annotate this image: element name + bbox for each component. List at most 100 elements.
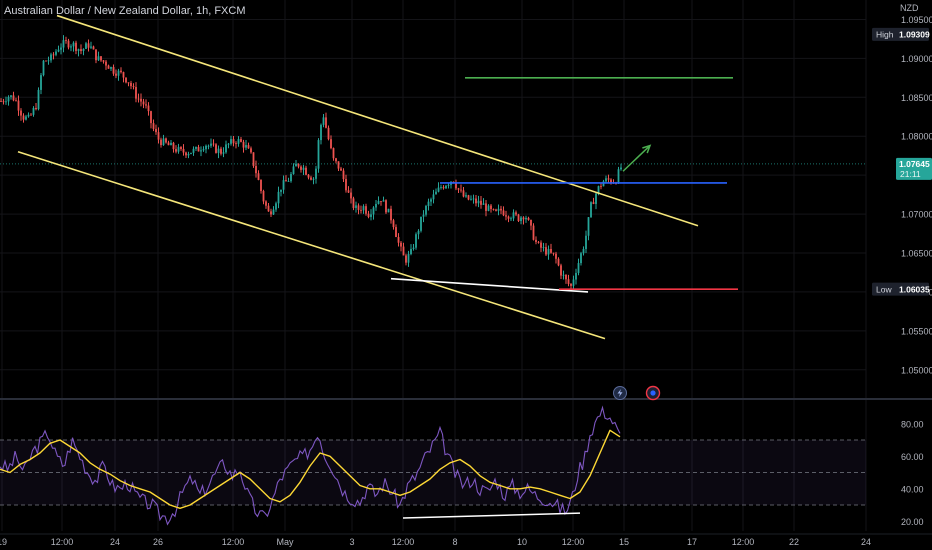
down-candle-body [337,161,340,169]
up-candle-body [477,200,480,204]
up-candle-body [70,46,72,48]
down-candle-body [212,143,215,145]
up-candle-body [190,152,192,154]
down-candle-body [232,139,235,144]
low-badge-value: 1.06035 [899,284,930,294]
up-candle-body [520,217,522,221]
down-candle-body [105,61,107,66]
price-drawings[interactable] [17,14,738,340]
indicator-badges[interactable] [613,385,661,401]
time-tick-label: 12:00 [392,537,415,547]
up-candle-body [97,56,100,61]
up-candle-body [572,279,575,286]
projection-arrow[interactable] [622,145,651,172]
down-candle-body [265,201,267,206]
down-candle-body [397,237,400,243]
down-candle-body [160,139,162,146]
down-candle-body [607,178,610,180]
up-candle-body [470,198,472,200]
down-candle-body [95,49,97,61]
up-candle-body [370,214,372,217]
down-candle-body [392,220,395,228]
down-candle-body [490,205,492,210]
price-tick-label: 1.08000 [901,132,932,142]
price-tick-label: 1.05500 [901,326,932,336]
down-candle-body [182,148,185,153]
upper-channel-line[interactable] [56,14,699,227]
down-candle-body [340,168,342,171]
down-candle-body [250,148,252,153]
price-candles [0,35,622,291]
down-candle-body [400,242,402,247]
rsi-line [0,405,621,526]
price-tick-label: 1.08500 [901,93,932,103]
up-candle-body [7,96,10,102]
up-candle-body [432,194,435,200]
price-tick-label: 1.09000 [901,54,932,64]
down-candle-body [132,86,135,88]
up-candle-body [412,247,415,249]
down-candle-body [545,247,547,255]
down-candle-body [305,167,307,175]
down-candle-body [125,77,127,83]
down-candle-body [92,46,95,50]
news-flag-icon[interactable] [645,385,661,401]
up-candle-body [542,247,545,248]
high-badge [872,27,929,41]
up-candle-body [85,43,87,49]
up-candle-body [47,60,50,62]
down-candle-body [495,209,497,211]
down-candle-body [15,100,17,102]
time-tick-label: 12:00 [51,537,74,547]
rsi-pane [0,405,866,526]
down-candle-body [385,200,387,213]
down-candle-body [565,274,567,280]
down-candle-body [270,211,272,215]
up-candle-body [525,217,527,220]
up-candle-body [372,207,375,215]
pane-separator [0,398,932,400]
up-candle-body [375,203,377,208]
support-trend-line[interactable] [390,277,589,293]
up-candle-body [472,198,475,200]
up-candle-body [90,46,92,48]
down-candle-body [535,239,537,242]
down-candle-body [150,111,152,124]
down-candle-body [220,148,222,154]
price-tick-label: 1.07000 [901,210,932,220]
up-candle-body [602,181,605,187]
down-candle-body [20,110,22,116]
lightning-icon[interactable] [613,386,627,400]
down-candle-body [505,215,507,217]
down-candle-body [502,210,505,216]
up-candle-body [482,203,485,205]
down-candle-body [147,105,150,112]
down-candle-body [122,72,125,78]
up-candle-body [605,178,607,182]
projection-arrow-head [642,144,652,154]
up-candle-body [5,101,7,103]
down-candle-body [285,180,287,182]
lower-channel-line[interactable] [17,151,606,340]
down-candle-body [530,219,532,226]
up-candle-body [377,201,380,204]
down-candle-body [235,143,237,145]
up-candle-body [277,191,280,204]
down-candle-body [600,186,602,187]
down-candle-body [257,173,260,181]
down-candle-body [537,241,540,243]
up-candle-body [195,147,197,149]
down-candle-body [467,195,470,200]
up-candle-body [497,208,500,211]
up-candle-body [410,248,412,255]
time-tick-label: 19 [0,537,7,547]
up-candle-body [295,163,297,167]
down-candle-body [247,145,250,149]
up-candle-body [362,206,365,211]
up-candle-body [575,272,577,280]
price-tick-label: 1.09500 [901,15,932,25]
rsi-tick-label: 60.00 [901,452,924,462]
up-candle-body [292,166,295,175]
down-candle-body [345,179,347,191]
